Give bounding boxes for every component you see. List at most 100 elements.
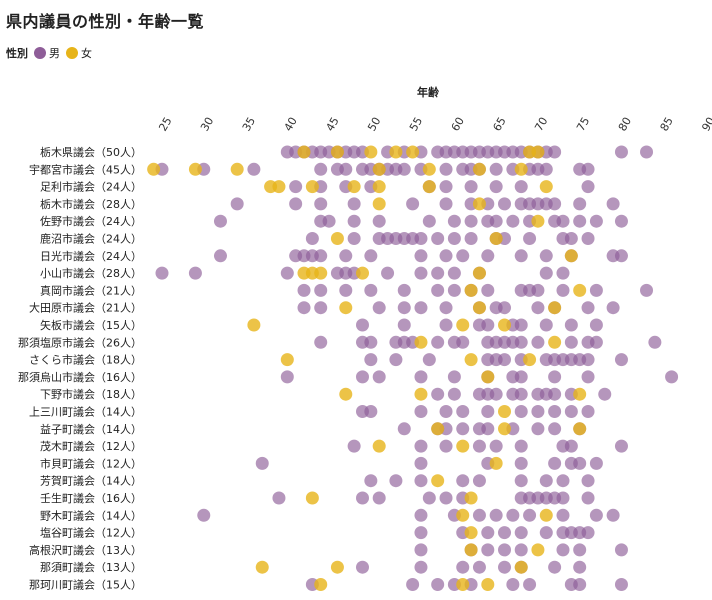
male-point[interactable]	[339, 162, 353, 176]
female-point[interactable]	[514, 162, 528, 176]
male-point[interactable]	[556, 474, 570, 488]
male-point[interactable]	[489, 439, 503, 453]
male-point[interactable]	[188, 266, 202, 280]
male-point[interactable]	[648, 335, 662, 349]
male-point[interactable]	[548, 387, 562, 401]
male-point[interactable]	[456, 422, 470, 436]
male-point[interactable]	[589, 214, 603, 228]
male-point[interactable]	[422, 353, 436, 367]
male-point[interactable]	[355, 491, 369, 505]
male-point[interactable]	[506, 578, 520, 591]
male-point[interactable]	[431, 578, 445, 591]
male-point[interactable]	[305, 232, 319, 245]
male-point[interactable]	[439, 197, 453, 211]
male-point[interactable]	[614, 249, 628, 263]
male-point[interactable]	[548, 422, 562, 436]
male-point[interactable]	[614, 353, 628, 367]
male-point[interactable]	[456, 335, 470, 349]
male-point[interactable]	[564, 405, 578, 418]
male-point[interactable]	[389, 353, 403, 367]
male-point[interactable]	[431, 232, 445, 245]
male-point[interactable]	[364, 283, 378, 297]
male-point[interactable]	[581, 405, 595, 418]
male-point[interactable]	[414, 439, 428, 453]
male-point[interactable]	[514, 474, 528, 488]
male-point[interactable]	[314, 335, 328, 349]
female-point[interactable]	[372, 162, 386, 176]
male-point[interactable]	[414, 266, 428, 280]
male-point[interactable]	[506, 508, 520, 522]
male-point[interactable]	[339, 283, 353, 297]
male-point[interactable]	[447, 387, 461, 401]
male-point[interactable]	[481, 405, 495, 418]
male-point[interactable]	[280, 370, 294, 384]
male-point[interactable]	[439, 405, 453, 418]
male-point[interactable]	[489, 214, 503, 228]
male-point[interactable]	[355, 560, 369, 574]
male-point[interactable]	[414, 405, 428, 418]
female-point[interactable]	[339, 301, 353, 315]
female-point[interactable]	[481, 578, 495, 591]
male-point[interactable]	[514, 526, 528, 540]
male-point[interactable]	[556, 283, 570, 297]
male-point[interactable]	[539, 318, 553, 332]
male-point[interactable]	[255, 456, 269, 470]
male-point[interactable]	[581, 491, 595, 505]
male-point[interactable]	[498, 301, 512, 315]
male-point[interactable]	[531, 405, 545, 418]
male-point[interactable]	[431, 266, 445, 280]
male-point[interactable]	[640, 145, 654, 159]
female-point[interactable]	[548, 301, 562, 315]
legend-item-female[interactable]: 女	[66, 45, 92, 61]
male-point[interactable]	[498, 560, 512, 574]
male-point[interactable]	[439, 439, 453, 453]
male-point[interactable]	[581, 526, 595, 540]
male-point[interactable]	[539, 162, 553, 176]
male-point[interactable]	[372, 214, 386, 228]
male-point[interactable]	[531, 301, 545, 315]
female-point[interactable]	[464, 526, 478, 540]
male-point[interactable]	[364, 335, 378, 349]
male-point[interactable]	[464, 232, 478, 245]
male-point[interactable]	[289, 180, 303, 194]
male-point[interactable]	[598, 387, 612, 401]
male-point[interactable]	[314, 283, 328, 297]
female-point[interactable]	[548, 335, 562, 349]
male-point[interactable]	[355, 370, 369, 384]
male-point[interactable]	[472, 474, 486, 488]
male-point[interactable]	[414, 526, 428, 540]
male-point[interactable]	[372, 370, 386, 384]
female-point[interactable]	[414, 387, 428, 401]
male-point[interactable]	[414, 474, 428, 488]
male-point[interactable]	[573, 197, 587, 211]
male-point[interactable]	[347, 197, 361, 211]
male-point[interactable]	[481, 318, 495, 332]
female-point[interactable]	[364, 145, 378, 159]
female-point[interactable]	[347, 180, 361, 194]
male-point[interactable]	[514, 543, 528, 557]
male-point[interactable]	[447, 266, 461, 280]
male-point[interactable]	[548, 370, 562, 384]
male-point[interactable]	[297, 283, 311, 297]
male-point[interactable]	[422, 491, 436, 505]
female-point[interactable]	[247, 318, 261, 332]
male-point[interactable]	[414, 560, 428, 574]
male-point[interactable]	[414, 456, 428, 470]
male-point[interactable]	[464, 180, 478, 194]
male-point[interactable]	[456, 249, 470, 263]
male-point[interactable]	[589, 508, 603, 522]
male-point[interactable]	[498, 197, 512, 211]
male-point[interactable]	[314, 197, 328, 211]
female-point[interactable]	[456, 578, 470, 591]
female-point[interactable]	[498, 422, 512, 436]
male-point[interactable]	[581, 232, 595, 245]
female-point[interactable]	[406, 145, 420, 159]
female-point[interactable]	[330, 145, 344, 159]
male-point[interactable]	[322, 214, 336, 228]
male-point[interactable]	[531, 422, 545, 436]
male-point[interactable]	[481, 526, 495, 540]
male-point[interactable]	[431, 335, 445, 349]
male-point[interactable]	[406, 578, 420, 591]
male-point[interactable]	[556, 543, 570, 557]
male-point[interactable]	[548, 197, 562, 211]
